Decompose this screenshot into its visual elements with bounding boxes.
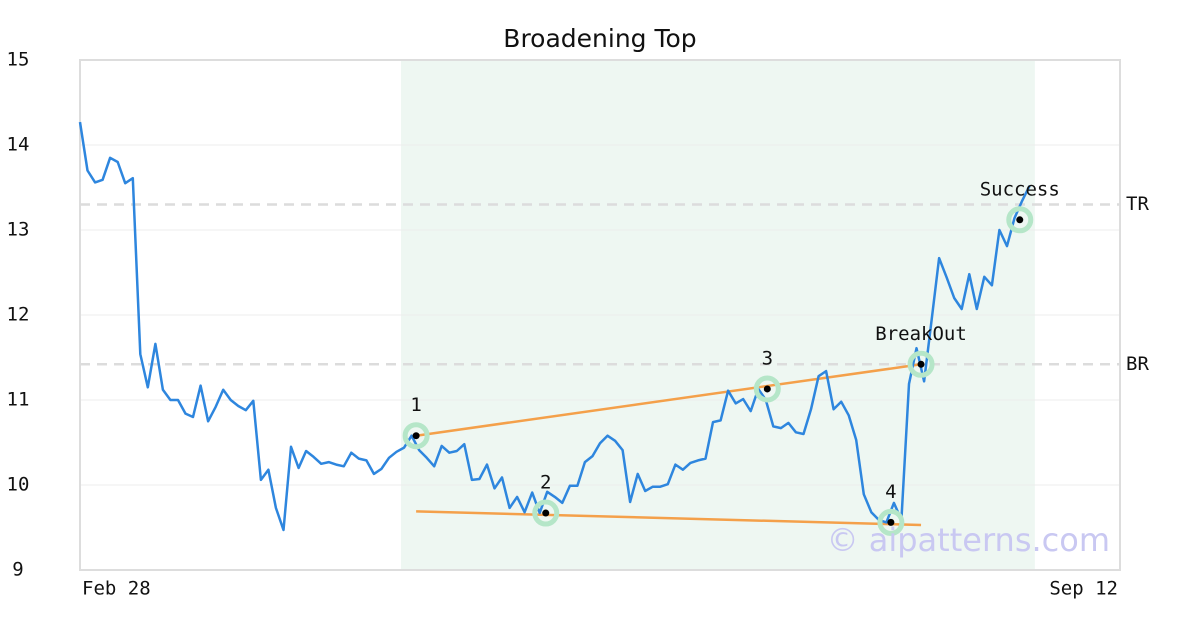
point-label: Success <box>980 178 1060 200</box>
point-halo <box>877 508 905 536</box>
price-line <box>78 121 1031 532</box>
trend-line <box>416 510 922 527</box>
point-dot <box>1016 216 1024 224</box>
point-dot <box>412 432 420 440</box>
y-tick-label: 13 <box>7 219 30 241</box>
point-dot <box>917 360 925 368</box>
point-halo <box>402 422 430 450</box>
trend-line <box>415 363 922 437</box>
point-label: BreakOut <box>875 323 967 345</box>
reference-label: BR <box>1126 353 1149 375</box>
point-label: 4 <box>885 481 896 503</box>
y-tick-label: 11 <box>7 389 30 411</box>
point-halo <box>532 499 560 527</box>
watermark: © aipatterns.com <box>827 521 1110 559</box>
y-tick-label: 10 <box>7 474 30 496</box>
point-halo <box>753 375 781 403</box>
point-label: 2 <box>540 472 551 494</box>
y-tick-label: 15 <box>7 49 30 71</box>
plot-frame <box>79 59 1121 571</box>
point-dot <box>763 385 771 393</box>
y-tick-label: 12 <box>7 304 30 326</box>
y-tick-label: 14 <box>7 134 30 156</box>
point-dot <box>887 518 895 526</box>
point-halo <box>907 350 935 378</box>
chart-title: Broadening Top <box>503 24 696 53</box>
point-label: 3 <box>762 347 773 369</box>
point-dot <box>542 509 550 517</box>
reference-label: TR <box>1126 193 1149 215</box>
x-tick-label: Feb 28 <box>82 578 151 600</box>
x-tick-label: Sep 12 <box>1049 578 1118 600</box>
y-tick-label: 9 <box>12 559 23 581</box>
point-label: 1 <box>410 394 421 416</box>
point-halo <box>1006 206 1034 234</box>
